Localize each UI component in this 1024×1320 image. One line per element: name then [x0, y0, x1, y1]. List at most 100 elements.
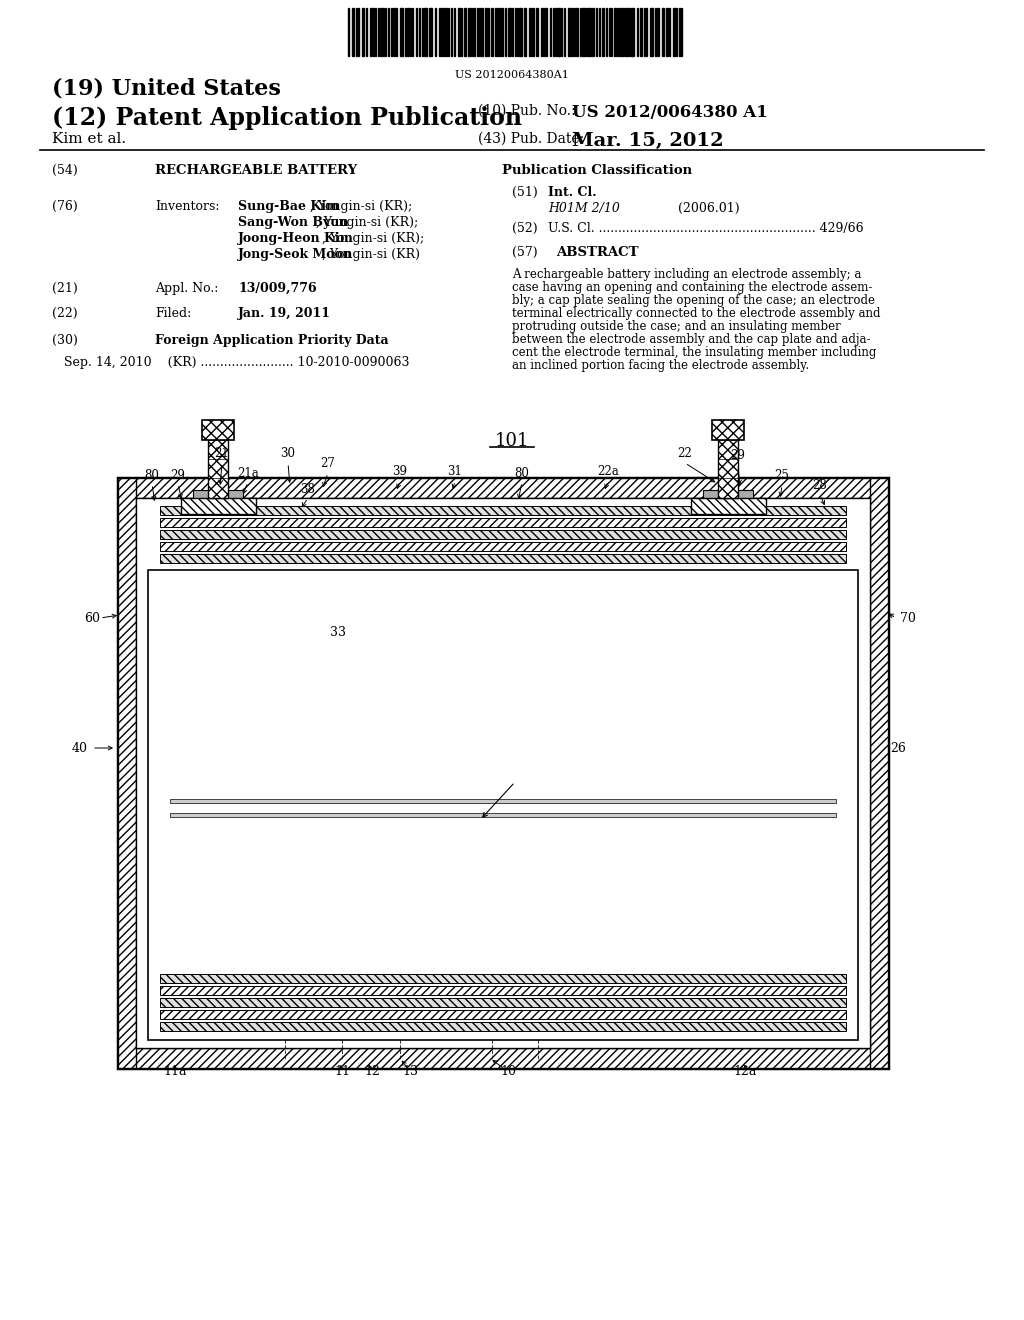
Bar	[118, 478, 888, 1068]
Text: Publication Classification: Publication Classification	[502, 164, 692, 177]
Text: RECHARGEABLE BATTERY: RECHARGEABLE BATTERY	[155, 164, 357, 177]
Bar	[170, 813, 836, 817]
Bar	[473, 8, 475, 55]
Text: (51): (51)	[512, 186, 538, 199]
Bar	[490, 8, 493, 55]
Bar	[508, 8, 511, 55]
Text: Appl. No.:: Appl. No.:	[155, 282, 218, 294]
Bar	[393, 8, 395, 55]
Text: 38: 38	[301, 483, 315, 496]
Bar	[170, 799, 836, 803]
Bar	[208, 420, 228, 498]
Text: 11: 11	[334, 1065, 350, 1078]
Text: 40: 40	[72, 742, 88, 755]
Bar	[592, 8, 594, 55]
Bar	[118, 1048, 888, 1068]
Bar	[690, 498, 766, 513]
Bar	[568, 8, 571, 55]
Bar	[160, 543, 846, 550]
Text: Sang-Won Byun: Sang-Won Byun	[238, 216, 348, 228]
Bar	[529, 8, 531, 55]
Text: ABSTRACT: ABSTRACT	[556, 246, 638, 259]
Text: Sep. 14, 2010    (KR) ........................ 10-2010-0090063: Sep. 14, 2010 (KR) .....................…	[63, 356, 410, 370]
Bar	[407, 8, 409, 55]
Text: 80: 80	[515, 467, 529, 480]
Text: Mar. 15, 2012: Mar. 15, 2012	[572, 132, 724, 150]
Bar	[352, 8, 354, 55]
Text: (52): (52)	[512, 222, 538, 235]
Bar	[640, 8, 642, 55]
Bar	[870, 478, 888, 1068]
Text: 12: 12	[365, 1065, 380, 1078]
Bar	[160, 517, 846, 527]
Text: U.S. Cl. ........................................................ 429/66: U.S. Cl. ...............................…	[548, 222, 863, 235]
Text: 11a: 11a	[163, 1065, 186, 1078]
Text: 26: 26	[890, 742, 906, 755]
Bar	[519, 8, 522, 55]
Text: 29: 29	[171, 469, 185, 482]
Bar	[424, 8, 427, 55]
Text: bly; a cap plate sealing the opening of the case; an electrode: bly; a cap plate sealing the opening of …	[512, 294, 874, 308]
Text: Int. Cl.: Int. Cl.	[548, 186, 597, 199]
Bar	[458, 8, 460, 55]
Bar	[557, 8, 560, 55]
Text: Joong-Heon Kim: Joong-Heon Kim	[238, 232, 354, 246]
Text: US 2012/0064380 A1: US 2012/0064380 A1	[572, 104, 768, 121]
Text: 25: 25	[774, 469, 790, 482]
Text: (54): (54)	[52, 164, 78, 177]
Bar	[622, 8, 624, 55]
Bar	[618, 8, 621, 55]
Bar	[485, 8, 487, 55]
Text: , Yongin-si (KR): , Yongin-si (KR)	[322, 248, 420, 261]
Text: between the electrode assembly and the cap plate and adja-: between the electrode assembly and the c…	[512, 333, 870, 346]
Text: A rechargeable battery including an electrode assembly; a: A rechargeable battery including an elec…	[512, 268, 861, 281]
Text: case having an opening and containing the electrode assem-: case having an opening and containing th…	[512, 281, 872, 294]
Text: 31: 31	[447, 465, 463, 478]
Bar	[464, 8, 466, 55]
Text: 33: 33	[330, 626, 346, 639]
Text: 22: 22	[678, 447, 692, 459]
Text: 13: 13	[402, 1065, 418, 1078]
Text: 13/009,776: 13/009,776	[238, 282, 316, 294]
Bar	[536, 8, 538, 55]
Bar	[160, 531, 846, 539]
Text: protruding outside the case; and an insulating member: protruding outside the case; and an insu…	[512, 319, 841, 333]
Bar	[193, 490, 243, 502]
Bar	[662, 8, 664, 55]
Text: 22a: 22a	[597, 465, 618, 478]
Bar	[575, 8, 578, 55]
Text: (57): (57)	[512, 246, 538, 259]
Bar	[588, 8, 591, 55]
Bar	[703, 490, 753, 502]
Text: 12a: 12a	[733, 1065, 757, 1078]
Bar	[468, 8, 470, 55]
Bar	[666, 8, 668, 55]
Text: an inclined portion facing the electrode assembly.: an inclined portion facing the electrode…	[512, 359, 809, 372]
Text: (30): (30)	[52, 334, 78, 347]
Bar	[712, 420, 744, 440]
Text: , Yongin-si (KR);: , Yongin-si (KR);	[316, 216, 418, 228]
Text: 29: 29	[730, 449, 745, 462]
Text: terminal electrically connected to the electrode assembly and: terminal electrically connected to the e…	[512, 308, 881, 319]
Bar	[160, 998, 846, 1007]
Text: (10) Pub. No.:: (10) Pub. No.:	[478, 104, 575, 117]
Bar	[202, 420, 234, 440]
Bar	[673, 8, 675, 55]
Bar	[524, 8, 526, 55]
Text: US 20120064380A1: US 20120064380A1	[455, 70, 569, 81]
Text: 60: 60	[84, 611, 100, 624]
Text: 27: 27	[321, 457, 336, 470]
Bar	[582, 8, 585, 55]
Text: Inventors:: Inventors:	[155, 201, 219, 213]
Text: (76): (76)	[52, 201, 78, 213]
Text: (2006.01): (2006.01)	[678, 202, 739, 215]
Text: (22): (22)	[52, 308, 78, 319]
Bar	[380, 8, 382, 55]
Text: 70: 70	[900, 611, 915, 624]
Bar	[160, 974, 846, 983]
Bar	[650, 8, 653, 55]
Bar	[657, 8, 659, 55]
Text: , Yongin-si (KR);: , Yongin-si (KR);	[322, 232, 424, 246]
Bar	[160, 1022, 846, 1031]
Bar	[136, 498, 870, 1048]
